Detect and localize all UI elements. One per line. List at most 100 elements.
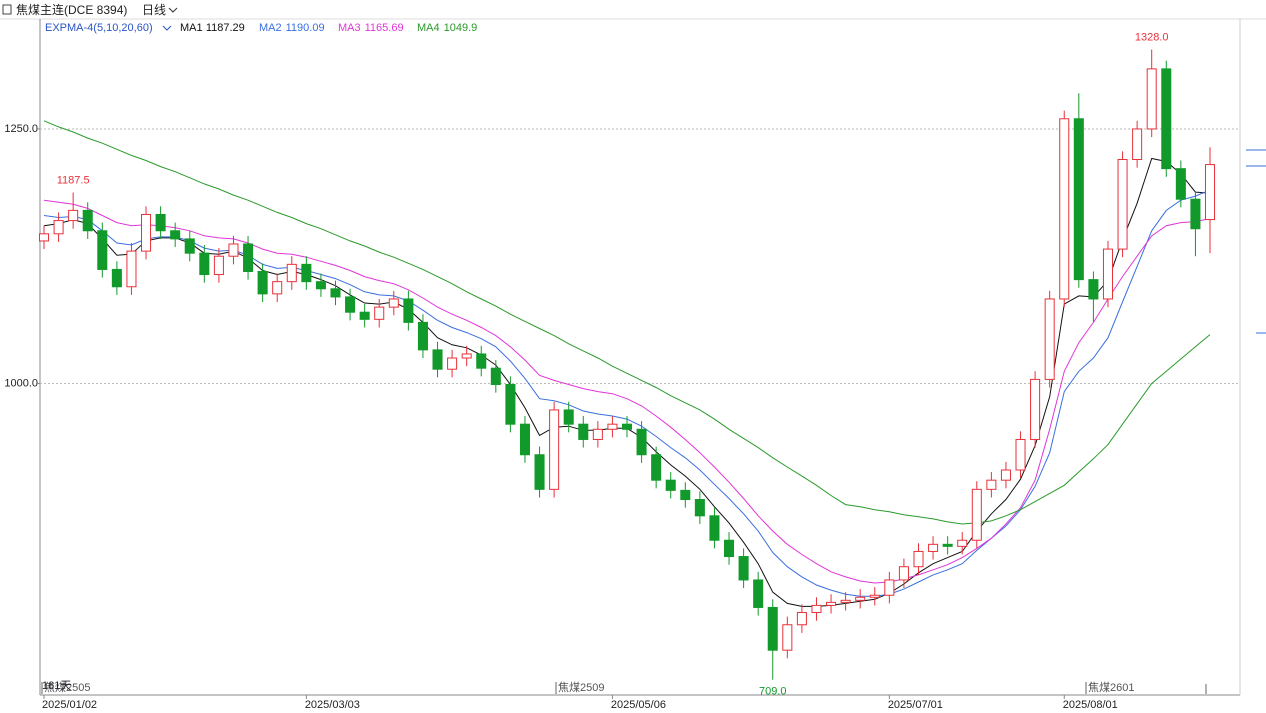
- candle-body: [155, 213, 166, 232]
- indicator-caret[interactable]: [162, 25, 172, 31]
- legend-entry: MA3 1165.69: [338, 22, 404, 34]
- candle-body: [1102, 248, 1113, 300]
- menu-icon[interactable]: [2, 4, 12, 15]
- candle-body: [111, 268, 122, 288]
- candle-body: [1132, 128, 1143, 160]
- y-tick-label: 1250.0: [4, 123, 38, 135]
- candle-body: [592, 428, 603, 440]
- legend-entry: MA1 1187.29: [180, 22, 245, 34]
- candle-body: [753, 579, 764, 608]
- candle-body: [53, 220, 64, 235]
- candle-body: [869, 594, 880, 598]
- candle-body: [621, 423, 633, 430]
- candle-body: [898, 566, 909, 581]
- candle-body: [286, 263, 297, 283]
- candle-body: [1175, 168, 1186, 200]
- candle-body: [1000, 469, 1011, 481]
- candle-body: [199, 252, 210, 276]
- period-caret[interactable]: [168, 7, 178, 13]
- candle-body: [1030, 378, 1041, 440]
- candle-body: [374, 306, 385, 320]
- candle-body: [1073, 118, 1084, 281]
- candle-body: [359, 311, 370, 320]
- candle-body: [549, 409, 560, 490]
- candle-body: [330, 288, 341, 298]
- candles: [38, 49, 1216, 680]
- day-count: 161天: [42, 680, 71, 692]
- candle-body: [126, 250, 137, 288]
- ema-line: [43, 199, 1211, 584]
- ema-line: [43, 120, 1211, 525]
- x-tick-label: 2025/08/01: [1063, 699, 1118, 711]
- candle-body: [476, 353, 487, 369]
- candle-body: [942, 543, 953, 547]
- candle-body: [724, 539, 735, 558]
- candle-body: [461, 353, 472, 359]
- symbol-title[interactable]: 焦煤主连(DCE 8394): [16, 2, 127, 17]
- candle-body: [97, 230, 108, 270]
- candle-body: [403, 298, 414, 323]
- legend-name: MA3: [338, 22, 361, 34]
- candle-body: [607, 423, 618, 430]
- legend-value: 1165.69: [365, 22, 404, 34]
- candle-body: [1204, 164, 1216, 221]
- candle-body: [301, 263, 312, 283]
- legend-value: 1187.29: [206, 22, 245, 34]
- legend-value: 1049.9: [444, 22, 478, 34]
- candle-body: [665, 479, 676, 491]
- candle-body: [986, 479, 997, 490]
- candle-body: [694, 499, 705, 517]
- x-tick-label: 2025/03/03: [305, 699, 360, 711]
- candle-body: [38, 233, 50, 242]
- candle-body: [1044, 298, 1055, 380]
- labels: 2025/01/02 2025/03/03 2025/05/06 2025/07/01…: [41, 31, 1207, 711]
- candle-body: [796, 612, 807, 626]
- candle-body: [519, 423, 530, 456]
- candle-body: [928, 543, 939, 552]
- candle-body: [811, 604, 822, 614]
- candle-body: [534, 454, 545, 490]
- candle-body: [432, 349, 443, 370]
- candle-body: [782, 624, 793, 651]
- contract-label: 焦煤2509: [558, 681, 604, 694]
- candle-body: [170, 230, 181, 240]
- legend-entry: MA4 1049.9: [417, 22, 477, 34]
- extreme-label: 1328.0: [1135, 31, 1169, 43]
- candle-body: [636, 428, 647, 456]
- x-tick-label: 2025/07/01: [888, 699, 943, 711]
- contract-label: 焦煤2505: [44, 681, 90, 694]
- legend-name: MA4: [417, 22, 440, 34]
- candle-body: [709, 515, 720, 541]
- candle-body: [1190, 198, 1201, 230]
- candle-body: [913, 550, 924, 568]
- x-tick-label: 2025/01/02: [42, 699, 97, 711]
- extreme-label: 1187.5: [57, 174, 90, 186]
- period-selector[interactable]: 日线: [142, 3, 166, 17]
- legend-value: 1190.09: [286, 22, 325, 34]
- legend-entry: MA2 1190.09: [259, 22, 325, 34]
- candle-body: [738, 556, 749, 581]
- candle-body: [243, 243, 254, 272]
- candle-body: [272, 281, 283, 295]
- candle-body: [447, 357, 458, 370]
- candle-body: [388, 298, 399, 308]
- indicator-name[interactable]: EXPMA-4(5,10,20,60): [45, 22, 153, 34]
- candle-body: [141, 213, 152, 252]
- candle-body: [651, 454, 662, 481]
- candle-body: [578, 423, 589, 440]
- candle-body: [884, 579, 895, 596]
- candle-body: [228, 243, 239, 257]
- candle-body: [490, 367, 501, 385]
- legend: MA1 1187.29 MA2 1190.09 MA3 1165.69 MA4 1049.9: [180, 22, 477, 34]
- candle-body: [563, 409, 574, 425]
- candle-body: [1015, 438, 1026, 471]
- y-tick-label: 1000.0: [4, 377, 38, 389]
- legend-name: MA1: [180, 22, 203, 34]
- candle-body: [826, 601, 837, 606]
- candle-body: [184, 238, 195, 254]
- candle-body: [82, 209, 93, 232]
- extreme-label: 709.0: [759, 686, 787, 698]
- candle-body: [315, 281, 326, 290]
